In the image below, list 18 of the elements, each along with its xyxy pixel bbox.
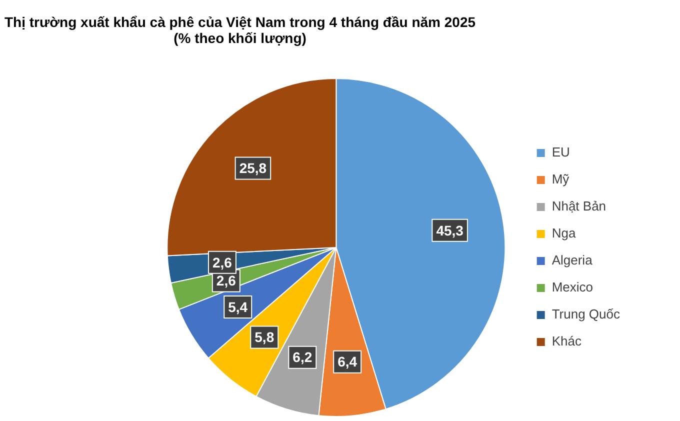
data-label: 5,8 [254, 329, 274, 346]
legend-label: Khác [552, 334, 582, 349]
legend-label: Mỹ [552, 172, 570, 187]
legend-label: EU [552, 144, 570, 160]
legend-label: Algeria [552, 252, 594, 268]
data-label: 25,8 [239, 160, 267, 176]
data-label: 6,4 [338, 354, 358, 370]
data-label: 45,3 [436, 222, 464, 238]
data-label: 6,2 [292, 349, 312, 366]
chart-title: Thị trường xuất khẩu cà phê của Việt Nam trong 4 tháng đầu năm 2025 [3, 14, 477, 30]
legend-label: Nga [552, 226, 576, 241]
legend-label: Mexico [552, 280, 594, 295]
legend-label: Nhật Bản [552, 198, 606, 214]
data-label: 2,6 [212, 254, 232, 270]
chart-subtitle: (% theo khối lượng) [172, 30, 308, 46]
data-label: 5,4 [228, 298, 248, 315]
data-label: 2,6 [216, 272, 236, 289]
legend-label: Trung Quốc [552, 306, 620, 322]
